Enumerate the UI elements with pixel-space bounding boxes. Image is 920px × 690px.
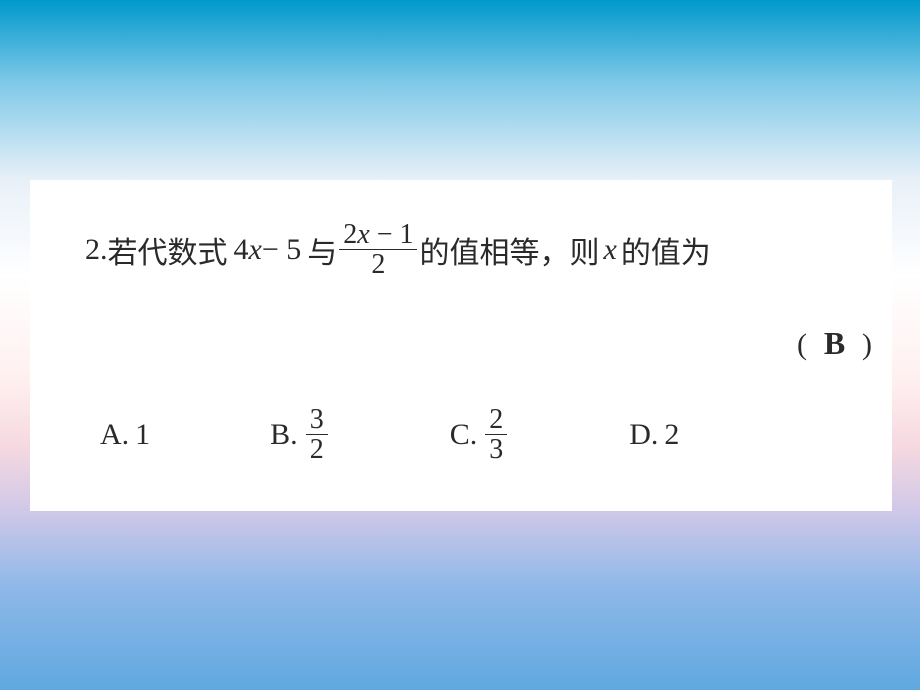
question-number: 2. [85,233,108,267]
option-a-label: A. [100,418,129,452]
frac-num-rest: − 1 [370,219,414,250]
option-b-num: 3 [306,405,328,434]
frac-num-var: x [357,219,369,250]
question-after-frac: 的值相等，则 [419,228,599,272]
answer-open-paren: ( [797,328,807,361]
option-c-label: C. [450,418,478,452]
option-d-label: D. [629,418,658,452]
frac-num-coeff: 2 [343,219,357,250]
option-d: D. 2 [629,418,679,452]
question-prefix: 若代数式 [108,228,228,272]
question-fraction: 2x − 1 2 [339,220,417,280]
answer-letter: B [815,325,855,362]
question-suffix: 的值为 [621,228,711,272]
expr-left-var: x [249,233,262,267]
option-c-den: 3 [485,435,507,464]
answer-blank: ( B ) [797,325,872,362]
expr-left-rest: − 5 [262,233,301,267]
options-row: A. 1 B. 3 2 C. 2 3 D. 2 [100,405,880,465]
option-b-frac: 3 2 [306,405,328,465]
option-b-den: 2 [306,435,328,464]
option-c-frac: 2 3 [485,405,507,465]
answer-close-paren: ) [862,328,872,361]
option-d-value: 2 [664,418,679,452]
option-a: A. 1 [100,418,150,452]
question-final-var: x [603,233,616,267]
expr-left-coeff: 4 [234,233,249,267]
question-mid: 与 [307,228,337,272]
fraction-denominator: 2 [367,250,389,279]
option-c-num: 2 [485,405,507,434]
question-card: 2. 若代数式 4x − 5 与 2x − 1 2 的值相等，则 x 的值为 (… [30,180,892,511]
option-a-value: 1 [135,418,150,452]
question-stem: 2. 若代数式 4x − 5 与 2x − 1 2 的值相等，则 x 的值为 [85,220,711,280]
option-b: B. 3 2 [270,405,330,465]
fraction-numerator: 2x − 1 [339,220,417,249]
option-c: C. 2 3 [450,405,510,465]
option-b-label: B. [270,418,298,452]
